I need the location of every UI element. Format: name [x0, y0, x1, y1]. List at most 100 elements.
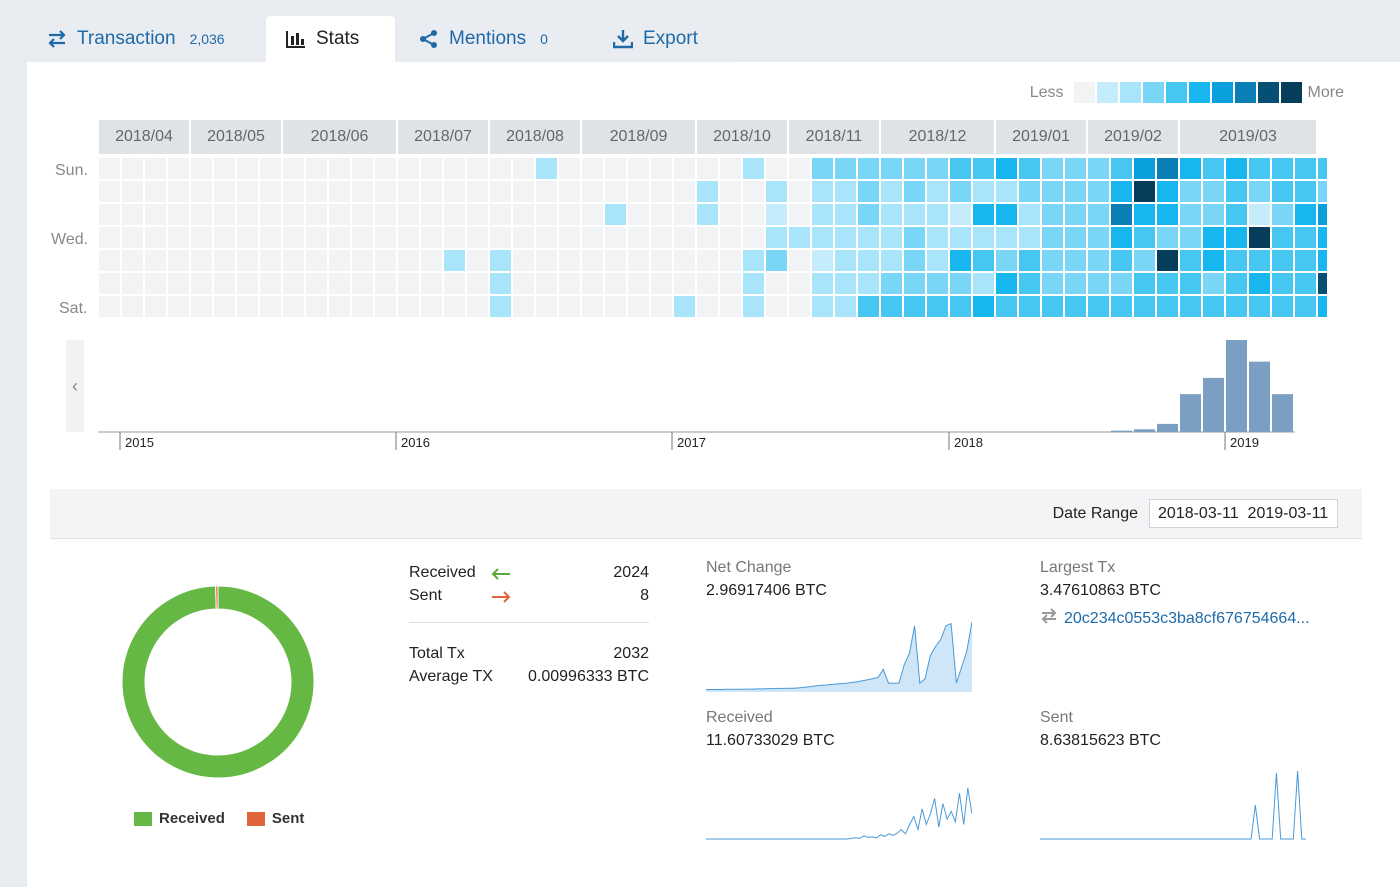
heatmap-cell[interactable] — [444, 296, 465, 317]
heatmap-cell[interactable] — [1111, 296, 1132, 317]
date-range-input[interactable] — [1149, 499, 1338, 528]
heatmap-cell[interactable] — [559, 250, 580, 271]
timeline-bar[interactable] — [1157, 423, 1178, 432]
heatmap-cell[interactable] — [881, 273, 902, 294]
heatmap-cell[interactable] — [375, 273, 396, 294]
heatmap-cell[interactable] — [766, 158, 787, 179]
heatmap-cell[interactable] — [1019, 250, 1040, 271]
heatmap-cell[interactable] — [191, 204, 212, 225]
heatmap-cell[interactable] — [1134, 158, 1155, 179]
heatmap-cell[interactable] — [513, 158, 534, 179]
heatmap-cell[interactable] — [973, 158, 994, 179]
heatmap-cell[interactable] — [1226, 181, 1247, 202]
heatmap-cell[interactable] — [421, 250, 442, 271]
heatmap-cell[interactable] — [605, 296, 626, 317]
heatmap-cell[interactable] — [858, 158, 879, 179]
heatmap-cell[interactable] — [1019, 296, 1040, 317]
heatmap-cell[interactable] — [352, 158, 373, 179]
heatmap-cell[interactable] — [145, 227, 166, 248]
heatmap-cell[interactable] — [1203, 158, 1224, 179]
heatmap-cell[interactable] — [513, 204, 534, 225]
heatmap-cell[interactable] — [1111, 250, 1132, 271]
heatmap-cell[interactable] — [1226, 227, 1247, 248]
donut-legend-received[interactable]: Received — [134, 810, 225, 827]
heatmap-cell[interactable] — [398, 158, 419, 179]
heatmap-cell[interactable] — [329, 227, 350, 248]
heatmap-cell[interactable] — [904, 158, 925, 179]
heatmap-cell[interactable] — [973, 296, 994, 317]
heatmap-cell[interactable] — [674, 296, 695, 317]
heatmap-cell[interactable] — [582, 158, 603, 179]
heatmap-cell[interactable] — [306, 227, 327, 248]
heatmap-cell[interactable] — [168, 227, 189, 248]
heatmap-cell[interactable] — [1249, 204, 1270, 225]
heatmap-cell[interactable] — [1019, 204, 1040, 225]
heatmap-cell[interactable] — [1180, 273, 1201, 294]
heatmap-cell[interactable] — [766, 204, 787, 225]
timeline-bar[interactable] — [1134, 429, 1155, 432]
heatmap-cell[interactable] — [99, 204, 120, 225]
heatmap-cell[interactable] — [467, 204, 488, 225]
heatmap-cell[interactable] — [1134, 296, 1155, 317]
heatmap-cell[interactable] — [674, 181, 695, 202]
heatmap-cell[interactable] — [559, 273, 580, 294]
heatmap-cell[interactable] — [214, 204, 235, 225]
heatmap-cell[interactable] — [1065, 250, 1086, 271]
heatmap-cell[interactable] — [122, 158, 143, 179]
heatmap-cell[interactable] — [513, 227, 534, 248]
heatmap-cell[interactable] — [513, 296, 534, 317]
donut-slice-received[interactable] — [121, 585, 315, 779]
heatmap-cell[interactable] — [306, 250, 327, 271]
heatmap-cell[interactable] — [490, 181, 511, 202]
heatmap-cell[interactable] — [145, 250, 166, 271]
heatmap-cell[interactable] — [490, 204, 511, 225]
heatmap-cell[interactable] — [559, 296, 580, 317]
heatmap-cell[interactable] — [697, 296, 718, 317]
heatmap-cell[interactable] — [973, 273, 994, 294]
heatmap-cell[interactable] — [1318, 227, 1327, 248]
timeline-bar[interactable] — [1226, 340, 1247, 432]
heatmap-cell[interactable] — [835, 204, 856, 225]
heatmap-cell[interactable] — [1203, 296, 1224, 317]
heatmap-cell[interactable] — [720, 181, 741, 202]
heatmap-cell[interactable] — [214, 227, 235, 248]
heatmap-cell[interactable] — [1065, 181, 1086, 202]
heatmap-cell[interactable] — [421, 204, 442, 225]
heatmap-cell[interactable] — [168, 296, 189, 317]
heatmap-cell[interactable] — [536, 204, 557, 225]
heatmap-cell[interactable] — [1134, 227, 1155, 248]
heatmap-cell[interactable] — [1157, 296, 1178, 317]
heatmap-cell[interactable] — [145, 296, 166, 317]
heatmap-cell[interactable] — [1088, 227, 1109, 248]
heatmap-cell[interactable] — [720, 204, 741, 225]
heatmap-cell[interactable] — [1203, 273, 1224, 294]
heatmap-cell[interactable] — [743, 181, 764, 202]
heatmap-cell[interactable] — [352, 204, 373, 225]
heatmap-cell[interactable] — [697, 250, 718, 271]
heatmap-cell[interactable] — [99, 296, 120, 317]
heatmap-cell[interactable] — [927, 204, 948, 225]
heatmap-cell[interactable] — [122, 273, 143, 294]
heatmap-cell[interactable] — [1295, 227, 1316, 248]
heatmap-cell[interactable] — [283, 227, 304, 248]
heatmap-cell[interactable] — [1042, 227, 1063, 248]
heatmap-cell[interactable] — [651, 296, 672, 317]
timeline-prev-button[interactable]: ‹ — [66, 340, 84, 432]
heatmap-cell[interactable] — [191, 250, 212, 271]
heatmap-cell[interactable] — [973, 181, 994, 202]
heatmap-cell[interactable] — [283, 296, 304, 317]
heatmap-cell[interactable] — [1157, 181, 1178, 202]
heatmap-cell[interactable] — [1295, 250, 1316, 271]
heatmap-cell[interactable] — [536, 158, 557, 179]
heatmap-cell[interactable] — [1272, 250, 1293, 271]
heatmap-cell[interactable] — [1180, 181, 1201, 202]
heatmap-cell[interactable] — [1019, 158, 1040, 179]
heatmap-cell[interactable] — [996, 181, 1017, 202]
heatmap-cell[interactable] — [306, 273, 327, 294]
heatmap-cell[interactable] — [582, 250, 603, 271]
heatmap-cell[interactable] — [628, 296, 649, 317]
heatmap-cell[interactable] — [1157, 273, 1178, 294]
heatmap-cell[interactable] — [743, 204, 764, 225]
heatmap-cell[interactable] — [214, 250, 235, 271]
heatmap-cell[interactable] — [559, 204, 580, 225]
